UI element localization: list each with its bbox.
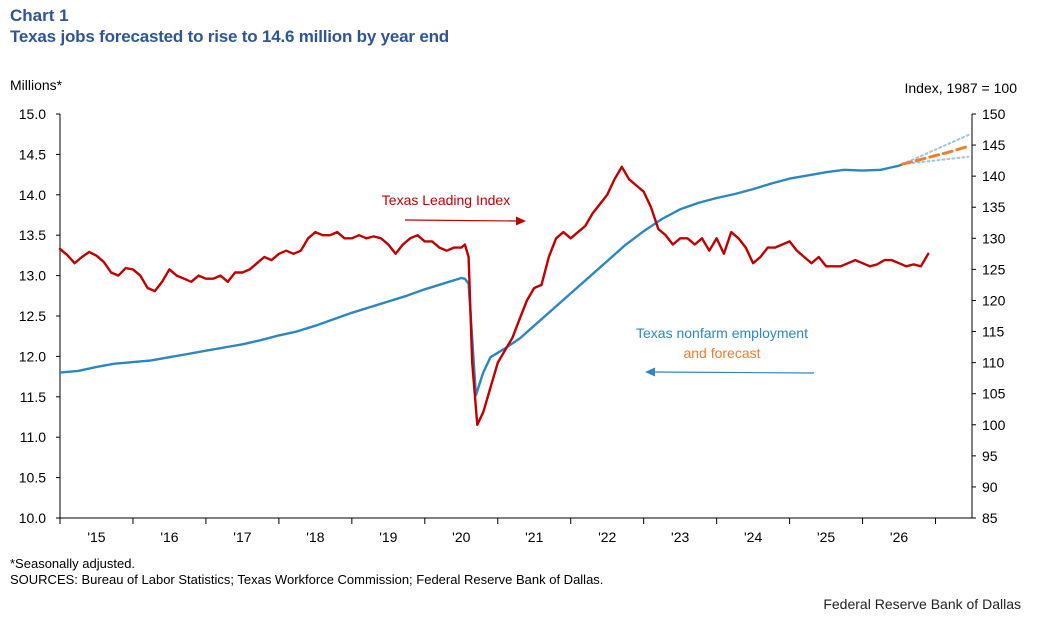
y-right-tick-label: 90 [982,479,998,495]
y-right-tick-label: 85 [982,510,998,526]
annotation-employment: Texas nonfarm employment [636,325,808,341]
x-tick-label: '21 [525,529,543,545]
y-right-tick-label: 140 [982,168,1006,184]
y-right-tick-label: 150 [982,106,1006,122]
y-axis-left-label: Millions* [10,77,63,93]
annotation-leading-arrow-head [516,216,526,226]
series-forecast [901,144,970,166]
annotation-leading-arrow-line [404,219,519,222]
y-left-tick-label: 13.5 [19,227,46,243]
y-left-tick-label: 14.0 [19,187,46,203]
x-tick-label: '20 [452,529,470,545]
y-left-tick-label: 10.5 [19,470,46,486]
x-tick-label: '18 [306,529,324,545]
y-right-tick-label: 105 [982,386,1006,402]
y-left-tick-label: 12.0 [19,348,46,364]
x-tick-label: '19 [379,529,397,545]
y-right-tick-label: 100 [982,417,1006,433]
series-forecast-upper-band [901,134,970,166]
x-tick-label: '22 [598,529,616,545]
y-left-tick-label: 14.5 [19,146,46,162]
y-right-tick-label: 135 [982,199,1006,215]
annotation-employment-arrow-line [653,371,815,374]
y-right-tick-label: 145 [982,137,1006,153]
y-right-tick-label: 120 [982,292,1006,308]
series-forecast-lower-band [901,155,970,166]
series-texas-leading-index [58,165,930,426]
y-right-tick-label: 115 [982,324,1005,340]
y-axis-right-label: Index, 1987 = 100 [904,80,1018,96]
chart-label: Chart 1 [10,6,69,25]
y-left-tick-label: 11.5 [20,389,46,405]
annotation-leading-index: Texas Leading Index [382,192,510,208]
y-left-tick-label: 13.0 [19,268,46,284]
y-left-tick-label: 12.5 [19,308,46,324]
sources: SOURCES: Bureau of Labor Statistics; Tex… [10,572,604,587]
annotation-employment-arrow-head [645,367,655,377]
x-tick-label: '23 [671,529,689,545]
x-tick-label: '16 [160,529,178,545]
x-tick-label: '26 [890,529,908,545]
y-right-tick-label: 130 [982,230,1006,246]
y-left-tick-label: 11.0 [20,429,46,445]
x-tick-label: '15 [87,529,105,545]
x-tick-label: '25 [817,529,835,545]
y-right-tick-label: 125 [982,261,1006,277]
y-right-tick-label: 110 [982,355,1005,371]
credit: Federal Reserve Bank of Dallas [823,596,1021,612]
series-texas-nonfarm-employment [58,162,904,397]
footnote: *Seasonally adjusted. [10,556,136,571]
x-tick-label: '24 [744,529,762,545]
annotation-forecast: and forecast [683,345,760,361]
y-right-tick-label: 95 [982,448,998,464]
y-left-tick-label: 10.0 [19,510,46,526]
x-tick-label: '17 [233,529,251,545]
y-left-tick-label: 15.0 [19,106,46,122]
chart-title: Texas jobs forecasted to rise to 14.6 mi… [10,27,449,46]
